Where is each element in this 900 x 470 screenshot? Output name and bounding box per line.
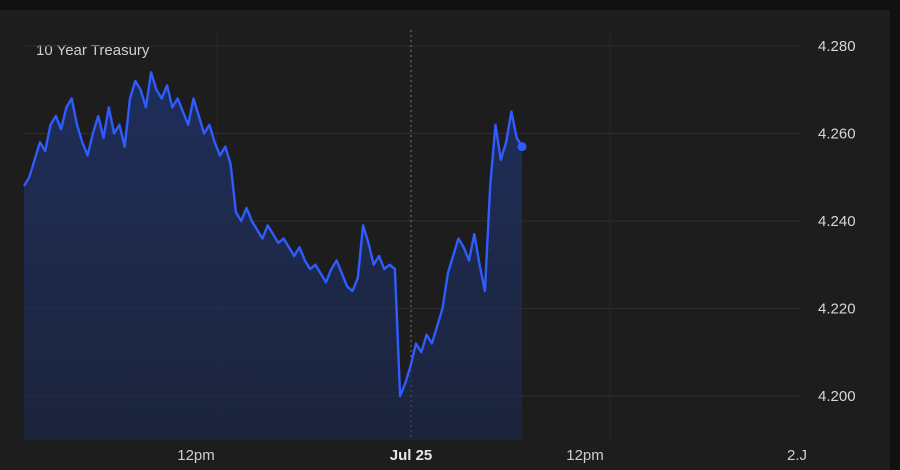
y-tick-label: 4.220 bbox=[818, 301, 856, 318]
series-area bbox=[24, 72, 522, 441]
y-tick-label: 4.280 bbox=[818, 38, 856, 55]
series-line bbox=[22, 71, 524, 398]
x-tick-label: 12pm bbox=[566, 447, 604, 464]
x-tick-label: Jul 25 bbox=[390, 447, 433, 464]
y-tick-label: 4.260 bbox=[818, 126, 856, 143]
x-tick-label: 12pm bbox=[177, 447, 215, 464]
last-price-point[interactable] bbox=[517, 142, 527, 152]
y-axis: 4.280 4.260 4.240 4.220 4.200 bbox=[818, 38, 856, 405]
x-tick-label: 2.J bbox=[787, 447, 807, 464]
x-axis: 12pm Jul 25 12pm 2.J bbox=[177, 447, 807, 464]
y-tick-label: 4.240 bbox=[818, 213, 856, 230]
y-tick-label: 4.200 bbox=[818, 388, 856, 405]
